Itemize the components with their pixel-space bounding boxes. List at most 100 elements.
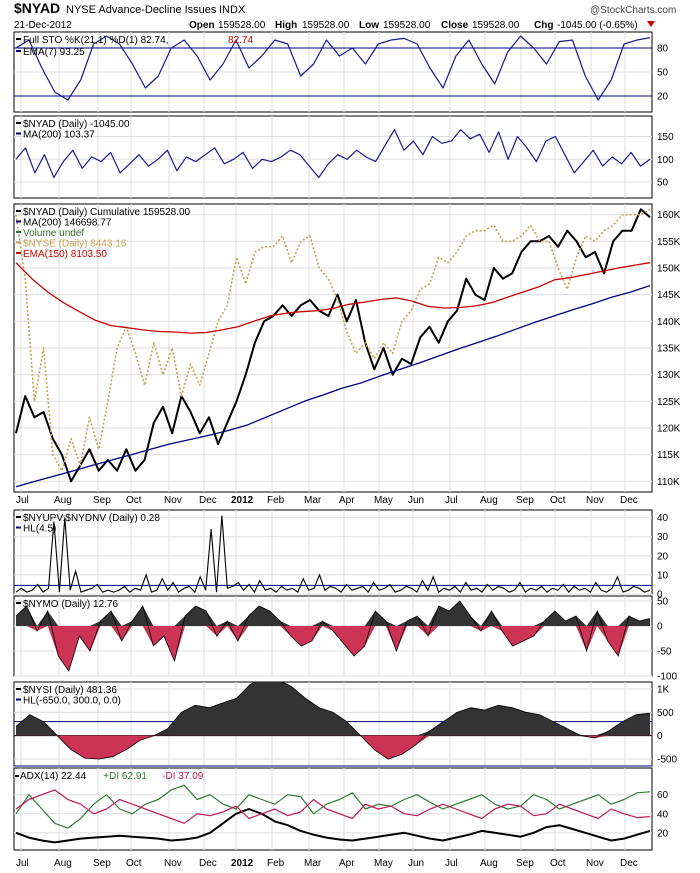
x-tick-label: Sep [93,858,111,869]
area-positive [16,601,650,626]
plot-area [15,784,651,844]
y-tick-label: -50 [657,647,672,658]
x-tick-label: Dec [620,858,638,869]
y-tick-label: 50 [657,68,669,79]
y-tick-label: 0 [657,622,663,633]
y-tick-label: 20 [657,92,669,103]
y-tick-label: -500 [657,755,677,766]
x-tick-label: Nov [586,858,604,869]
y-tick-label: 155K [657,237,681,248]
series-line [15,600,651,672]
high-value: 159528.00 [302,20,350,31]
x-tick-label: 2012 [231,858,254,869]
chart-header: $NYAD NYSE Advance-Decline Issues INDX 2… [14,0,676,31]
plot-area [15,208,651,488]
y-tick-label: 80 [657,44,669,55]
legend-label: HL(-650.0, 300.0, 0.0) [23,696,121,707]
y-tick-label: 100 [657,155,674,166]
series-line [15,515,651,594]
x-tick-label: Sep [516,858,534,869]
series-line [15,789,651,824]
x-tick-label: Jul [16,858,29,869]
y-tick-label: 20 [657,828,669,839]
x-tick-label: Oct [126,495,142,506]
chg-label: Chg [534,20,553,31]
x-tick-label: 2012 [231,495,254,506]
x-tick-label: Mar [304,858,322,869]
x-tick-label: Dec [199,495,217,506]
panel-legend: $NYMO (Daily) 12.76 [16,599,118,610]
plot-area [15,35,651,101]
y-tick-label: 500 [657,708,674,719]
legend-label: EMA(150) 8103.50 [23,249,107,260]
close-label: Close [441,20,469,31]
legend-label: MA(200) 103.37 [23,130,95,141]
y-tick-label: 40 [657,809,669,820]
x-tick-label: Feb [267,858,285,869]
legend-label: MA(200) 146698.77 [23,218,112,229]
x-tick-label: Aug [54,858,72,869]
chg-value: -1045.00 (-0.65%) [557,20,638,31]
series-line [15,208,651,483]
series-line [15,682,651,760]
open-value: 159528.00 [218,20,266,31]
y-tick-label: 135K [657,344,681,355]
legend-label: Volume undef [23,228,84,239]
x-tick-label: Jun [408,495,424,506]
x-tick-label: Apr [339,495,355,506]
y-tick-label: 125K [657,397,681,408]
panels: 20 50 80 Full STO %K(21,1) %D(1) 82.74, 82.7… [13,31,681,851]
legend-label: HL(4.5) [23,524,56,535]
x-tick-label: May [374,495,393,506]
x-tick-label: Nov [164,858,182,869]
panel-4: 0 10 20 30 40 $NYUPV:$NYDNV (Daily) 0.28HL(4.… [13,509,669,601]
y-tick-label: 40 [657,513,669,524]
symbol-name: NYSE Advance-Decline Issues [66,4,217,16]
panel-3: 110K 115K 120K 125K 130K 135K 140K 145K 150K 155K… [13,203,681,493]
x-tick-label: Dec [199,858,217,869]
panel-1: 20 50 80 Full STO %K(21,1) %D(1) 82.74, 82.7… [13,31,669,113]
y-tick-label: 160K [657,210,681,221]
y-tick-label: 50 [657,178,669,189]
area-positive [16,682,650,736]
symbol-label: $NYAD [14,0,60,16]
plot-area [15,682,651,760]
y-tick-label: 110K [657,477,680,488]
low-label: Low [359,20,379,31]
x-tick-label: Jul [445,495,458,506]
x-tick-label: Sep [93,495,111,506]
x-axis-top: Jul Aug Sep Oct Nov Dec 2012 Feb Mar Apr May Jun Jul… [16,495,638,506]
y-tick-label: 115K [657,450,680,461]
legend-label: -DI 37.09 [162,771,204,782]
legend-label: $NYMO (Daily) 12.76 [23,599,118,610]
y-tick-label: 20 [657,551,669,562]
series-line [15,284,651,488]
legend-label: 82.74 [228,35,253,46]
x-tick-label: Mar [304,495,322,506]
panel-6: -500 0 500 1K $NYSI (Daily) 481.36HL(-650.0,… [13,681,677,767]
series-line [15,129,651,179]
date-label: 21-Dec-2012 [14,20,72,31]
y-tick-label: -100 [657,672,677,683]
panel-frame [13,115,653,199]
x-tick-label: Oct [550,858,566,869]
plot-area [15,129,651,179]
x-tick-label: Feb [267,495,285,506]
x-tick-label: Aug [480,858,498,869]
low-value: 159528.00 [383,20,431,31]
y-tick-label: 30 [657,532,669,543]
legend-label: $NYAD (Daily) -1045.00 [23,119,130,130]
y-tick-label: 60 [657,790,669,801]
close-value: 159528.00 [472,20,520,31]
plot-area [15,600,651,672]
series-line [15,208,651,472]
x-tick-label: Sep [516,495,534,506]
legend-label: Full STO %K(21,1) %D(1) 82.74, [23,35,168,46]
series-line [15,262,651,334]
y-tick-label: 0 [657,590,663,601]
legend-label: $NYSE (Daily) 8443.16 [23,239,127,250]
